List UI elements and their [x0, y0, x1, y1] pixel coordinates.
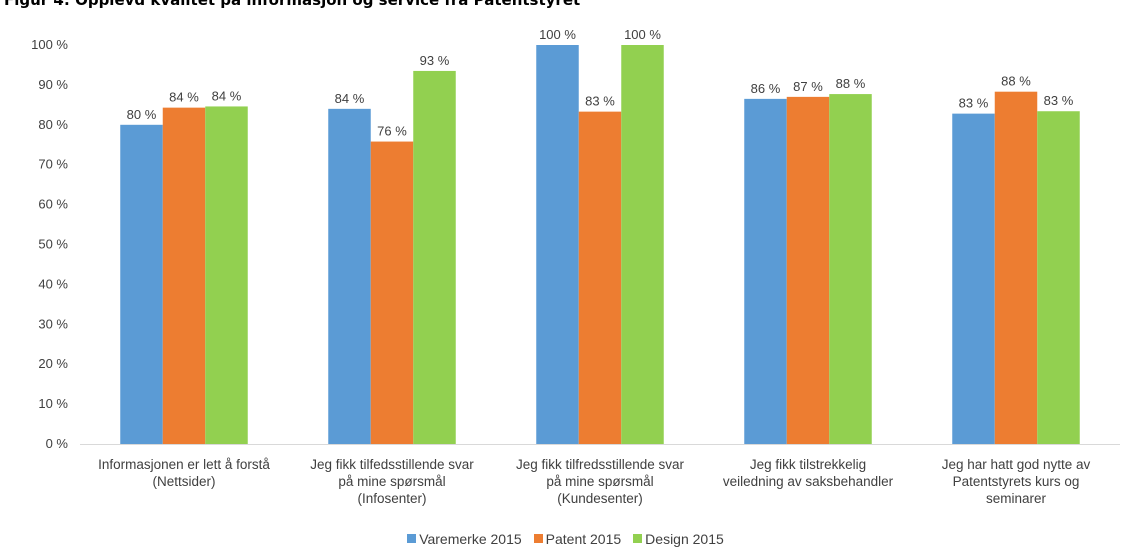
legend-label: Varemerke 2015	[419, 530, 522, 547]
bar	[952, 113, 995, 445]
y-tick-label: 30 %	[38, 316, 68, 331]
data-label: 100 %	[539, 27, 576, 42]
legend-item: Varemerke 2015	[407, 530, 522, 547]
data-label: 93 %	[420, 53, 450, 68]
legend-swatch	[407, 534, 417, 543]
bar	[744, 98, 787, 445]
x-tick-label-line: Jeg fikk tilfedsstillende svar	[310, 457, 474, 472]
data-label: 100 %	[624, 27, 661, 42]
x-tick-label-line: veiledning av saksbehandler	[722, 474, 894, 489]
bar	[413, 70, 456, 444]
bar	[829, 94, 872, 445]
legend-swatch	[533, 534, 543, 543]
x-tick-label-line: Jeg fikk tilfredsstillende svar	[515, 457, 685, 472]
bar	[370, 141, 414, 445]
legend-label: Patent 2015	[545, 530, 622, 547]
x-tick-label: Jeg fikk tilfredsstillende svar på mine s…	[490, 456, 710, 507]
x-tick-label-line: Informasjonen er lett å forstå	[98, 457, 270, 472]
data-label: 88 %	[1001, 74, 1031, 89]
data-label: 84 %	[169, 90, 199, 105]
bar	[120, 124, 163, 445]
x-tick-label-line: (Infosenter)	[357, 491, 427, 506]
bar	[578, 111, 622, 445]
x-tick-label-line: (Kundesenter)	[557, 491, 643, 506]
data-label: 88 %	[836, 76, 866, 91]
data-label: 83 %	[1044, 93, 1074, 108]
bar	[205, 106, 248, 445]
bar	[536, 45, 579, 444]
x-tick-label: Jeg har hatt god nytte av Patentstyrets k…	[906, 456, 1126, 507]
bar	[1037, 111, 1080, 444]
y-tick-label: 20 %	[38, 356, 68, 371]
legend-item: Design 2015	[633, 531, 724, 547]
data-label: 84 %	[212, 88, 242, 103]
legend-label: Design 2015	[645, 530, 724, 547]
data-label: 87 %	[793, 79, 823, 94]
y-tick-label: 80 %	[38, 117, 68, 132]
x-tick-label-line: Patentstyrets kurs og	[952, 474, 1080, 489]
y-tick-label: 50 %	[38, 237, 68, 252]
y-tick-label: 0 %	[46, 436, 69, 451]
bar	[994, 91, 1038, 445]
data-label: 83 %	[959, 96, 989, 111]
y-tick-label: 100 %	[31, 37, 68, 52]
figure-caption-text: Figur 4: Opplevd kvalitet på informasjon…	[4, 0, 581, 9]
x-tick-label: Jeg fikk tilstrekkelig veiledning av saks…	[698, 456, 918, 490]
figure-caption: Figur 4: Opplevd kvalitet på informasjon…	[0, 0, 1131, 22]
legend: Varemerke 2015 Patent 2015 Design 2015	[0, 530, 1131, 547]
x-tick-label: Informasjonen er lett å forstå (Nettsider…	[74, 456, 294, 490]
y-tick-label: 10 %	[38, 396, 68, 411]
y-tick-label: 60 %	[38, 197, 68, 212]
x-tick-label-line: Jeg fikk tilstrekkelig	[749, 457, 867, 472]
legend-swatch	[633, 534, 643, 543]
x-tick-label-line: Jeg har hatt god nytte av	[941, 457, 1091, 472]
data-label: 76 %	[377, 124, 407, 139]
x-tick-label-line: seminarer	[985, 491, 1047, 506]
x-tick-label-line: på mine spørsmål	[546, 474, 654, 489]
data-label: 80 %	[127, 107, 157, 122]
legend-item: Patent 2015	[533, 530, 622, 547]
x-tick-label: Jeg fikk tilfedsstillende svar på mine sp…	[282, 456, 502, 507]
bar	[621, 45, 664, 444]
data-label: 83 %	[585, 94, 615, 109]
y-tick-label: 40 %	[38, 276, 68, 291]
data-label: 84 %	[335, 91, 365, 106]
x-tick-label-line: på mine spørsmål	[338, 474, 446, 489]
y-tick-label: 90 %	[38, 77, 68, 92]
bar	[162, 107, 206, 444]
data-label: 86 %	[751, 81, 781, 96]
bar	[328, 108, 371, 444]
x-tick-label-line: (Nettsider)	[152, 474, 216, 489]
y-tick-label: 70 %	[38, 157, 68, 172]
bar	[786, 96, 830, 445]
